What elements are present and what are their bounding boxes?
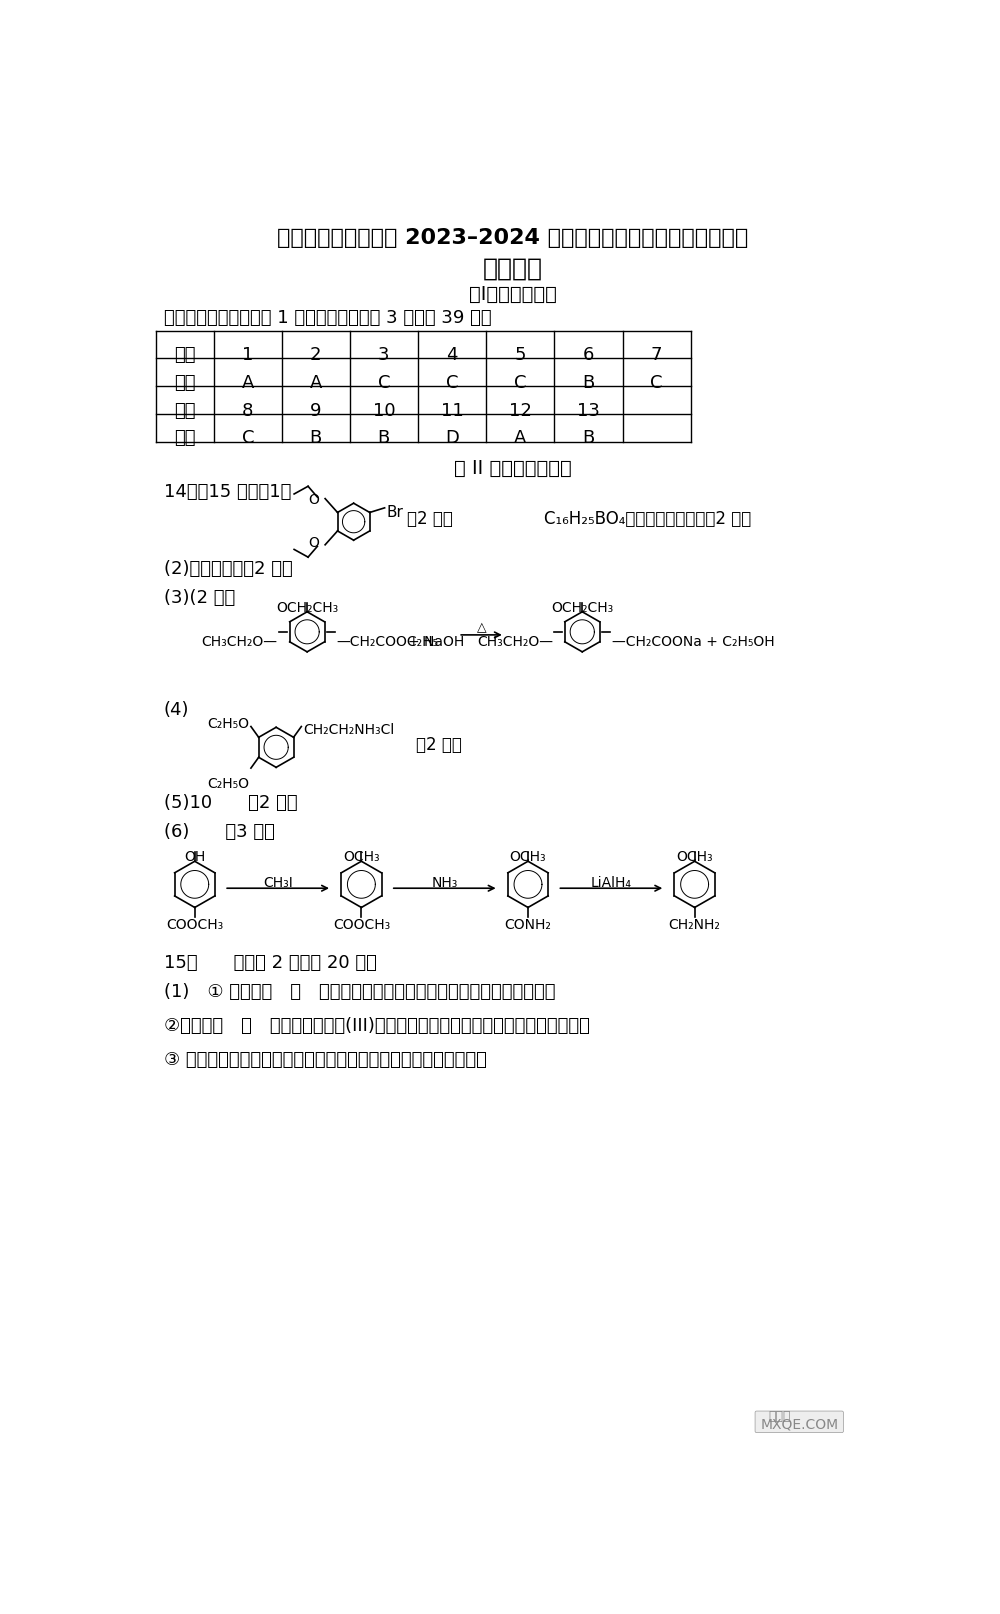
Text: COOCH₃: COOCH₃	[333, 918, 390, 933]
Text: ③ 减少晶体的损失，提高产率：乙醇易挥发，有利于获得干燥产品: ③ 减少晶体的损失，提高产率：乙醇易挥发，有利于获得干燥产品	[164, 1051, 487, 1068]
Text: —CH₂COONa + C₂H₅OH: —CH₂COONa + C₂H₅OH	[612, 634, 774, 649]
Text: OCH₂CH₃: OCH₂CH₃	[276, 600, 338, 615]
Text: COOCH₃: COOCH₃	[166, 918, 223, 933]
FancyBboxPatch shape	[755, 1411, 843, 1433]
Text: C: C	[514, 374, 526, 392]
Text: OCH₃: OCH₃	[343, 851, 380, 865]
Text: CH₂NH₂: CH₂NH₂	[669, 918, 721, 933]
Text: 8: 8	[242, 402, 254, 420]
Text: 淮安市高中校协作体 2023–2024 学年度第一学期高三年级期中联考: 淮安市高中校协作体 2023–2024 学年度第一学期高三年级期中联考	[277, 228, 748, 249]
Text: C: C	[650, 374, 663, 392]
Text: A: A	[242, 374, 254, 392]
Text: 5: 5	[514, 345, 526, 365]
Text: C₂H₅O: C₂H₅O	[207, 717, 249, 731]
Text: CONH₂: CONH₂	[505, 918, 551, 933]
Text: OCH₃: OCH₃	[510, 851, 546, 865]
Text: 化学答案: 化学答案	[482, 257, 542, 281]
Text: 题号: 题号	[174, 402, 196, 420]
Text: B: B	[310, 429, 322, 447]
Text: CH₃CH₂O—: CH₃CH₂O—	[477, 634, 553, 649]
Text: C₂H₅O: C₂H₅O	[207, 778, 249, 791]
Text: A: A	[514, 429, 526, 447]
Text: CH₃CH₂O—: CH₃CH₂O—	[202, 634, 278, 649]
Text: C: C	[446, 374, 458, 392]
Text: OCH₂CH₃: OCH₂CH₃	[551, 600, 613, 615]
Text: 9: 9	[310, 402, 321, 420]
Text: MXQE.COM: MXQE.COM	[760, 1417, 838, 1432]
Text: (4): (4)	[164, 700, 189, 720]
Text: B: B	[582, 374, 595, 392]
Text: △: △	[477, 621, 486, 634]
Text: 3: 3	[378, 345, 390, 365]
Text: （2 分）: （2 分）	[407, 510, 453, 528]
Text: 答案园: 答案园	[768, 1411, 791, 1424]
Text: —CH₂COOC₂H₅: —CH₂COOC₂H₅	[337, 634, 439, 649]
Text: 一、单选题（每题只有 1 个正确答案，每题 3 分，共 39 分）: 一、单选题（每题只有 1 个正确答案，每题 3 分，共 39 分）	[164, 310, 491, 328]
Text: （2 分）: （2 分）	[416, 736, 462, 754]
Text: + NaOH: + NaOH	[408, 634, 464, 649]
Text: (3)(2 分）: (3)(2 分）	[164, 589, 235, 607]
Text: 11: 11	[441, 402, 463, 420]
Text: 15．  （每空 2 分，共 20 分）: 15． （每空 2 分，共 20 分）	[164, 954, 377, 972]
Text: Br: Br	[386, 505, 403, 520]
Text: O: O	[308, 536, 319, 550]
Text: 题号: 题号	[174, 345, 196, 365]
Text: D: D	[445, 429, 459, 447]
Text: (1) ① 分液漏斗 ： 使反应物受热均匀，加快反应速率且便于控制温度: (1) ① 分液漏斗 ： 使反应物受热均匀，加快反应速率且便于控制温度	[164, 983, 555, 1001]
Text: 答案: 答案	[174, 374, 196, 392]
Text: 10: 10	[373, 402, 395, 420]
Text: C: C	[242, 429, 254, 447]
Text: A: A	[309, 374, 322, 392]
Text: 6: 6	[583, 345, 594, 365]
Text: 14．（15 分）（1）: 14．（15 分）（1）	[164, 483, 291, 502]
Text: OH: OH	[184, 851, 205, 865]
Text: CH₃I: CH₃I	[263, 876, 293, 889]
Text: C: C	[378, 374, 390, 392]
Text: 4: 4	[446, 345, 458, 365]
Text: 13: 13	[577, 402, 600, 420]
Text: NH₃: NH₃	[432, 876, 458, 889]
Text: 1: 1	[242, 345, 254, 365]
Text: (2)取代反应，（2 分）: (2)取代反应，（2 分）	[164, 560, 292, 578]
Text: OCH₃: OCH₃	[676, 851, 713, 865]
Text: 2: 2	[310, 345, 321, 365]
Text: O: O	[308, 494, 319, 507]
Text: B: B	[582, 429, 595, 447]
Text: (6)  （3 分）: (6) （3 分）	[164, 823, 275, 841]
Text: 第 II 卷（非选择题）: 第 II 卷（非选择题）	[454, 458, 571, 478]
Text: 第Ⅰ卷（选择题）: 第Ⅰ卷（选择题）	[469, 284, 556, 303]
Text: B: B	[378, 429, 390, 447]
Text: C₁₆H₂₅BO₄（原子顺序可换）（2 分）: C₁₆H₂₅BO₄（原子顺序可换）（2 分）	[544, 510, 751, 528]
Text: CH₂CH₂NH₃Cl: CH₂CH₂NH₃Cl	[303, 723, 394, 738]
Text: ②蒸发浓缩 ： 降低三草酸合鐵(III)酸钒晶体的溶解度，使其充分析出，提高产率: ②蒸发浓缩 ： 降低三草酸合鐵(III)酸钒晶体的溶解度，使其充分析出，提高产率	[164, 1017, 590, 1035]
Text: 答案: 答案	[174, 429, 196, 447]
Text: 12: 12	[509, 402, 532, 420]
Text: 7: 7	[651, 345, 662, 365]
Text: (5)10  （2 分）: (5)10 （2 分）	[164, 794, 297, 812]
Text: LiAlH₄: LiAlH₄	[591, 876, 632, 889]
